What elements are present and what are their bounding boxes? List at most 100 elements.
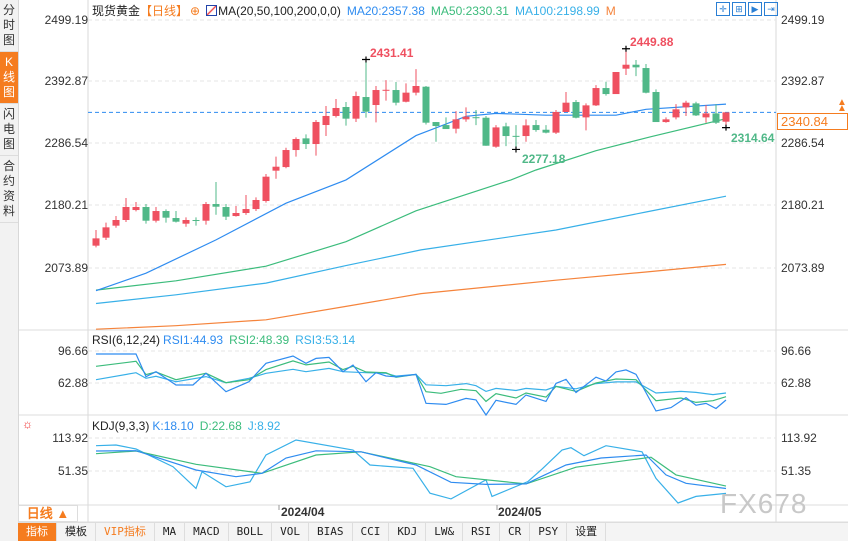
candle-down [642, 68, 650, 93]
chart-tools: ✛ ⊞ ▶ ⇥ [716, 2, 778, 16]
candle-up [662, 119, 670, 123]
kdj-axis-label: 113.92 [781, 431, 817, 445]
candle-down [532, 125, 540, 131]
kdj-j-value: J:8.92 [247, 419, 281, 433]
candle-down [222, 207, 230, 217]
toolbar-psy[interactable]: PSY [530, 523, 568, 541]
candle-up [252, 200, 260, 210]
price-label-left: 2499.19 [44, 13, 88, 27]
toolbar-vol[interactable]: VOL [272, 523, 309, 541]
rsi2-line [95, 360, 727, 404]
scroll-end-icon[interactable]: ⇥ [764, 2, 778, 16]
candle-up [592, 88, 600, 106]
toolbar-macd[interactable]: MACD [185, 523, 229, 541]
main-legend: 现货黄金【日线】 ⊕ MA(20,50,100,200,0,0) MA20:2357.… [92, 2, 622, 19]
candle-up [452, 119, 460, 129]
rsi-axis-label: 96.66 [781, 344, 812, 358]
toolbar-indicators[interactable]: 指标 [18, 523, 57, 541]
extreme-marker [512, 146, 520, 153]
ma100-value: MA100:2198.99 [514, 4, 600, 18]
price-label-right: 2392.87 [781, 74, 825, 88]
candle-down [442, 125, 450, 130]
sidebar: 分时图 K线图 闪电图 合约资料 [0, 0, 19, 541]
candle-up [102, 227, 110, 238]
toolbar-vip-indicators[interactable]: VIP指标 [96, 523, 155, 541]
ma50-line [95, 118, 727, 291]
candle-down [652, 92, 660, 123]
toolbar-lwr[interactable]: LW& [426, 523, 464, 541]
settings-icon[interactable]: ⊕ [190, 4, 201, 18]
candle-up [112, 220, 120, 226]
candle-up [282, 150, 290, 168]
high-annotation: 2431.41 [370, 45, 414, 60]
zoom-range-icon[interactable]: ⊞ [732, 2, 746, 16]
candle-up [412, 86, 420, 93]
period-button[interactable]: 日线 ▲ [18, 505, 78, 522]
toolbar-templates[interactable]: 模板 [57, 523, 96, 541]
candle-up [92, 238, 100, 246]
price-label-right: 2180.21 [781, 198, 825, 212]
candle-up [702, 113, 710, 118]
rsi2-value: RSI2:48.39 [229, 333, 290, 347]
candle-down [432, 122, 440, 127]
date-label: 2024/04 [281, 505, 325, 519]
candle-up [622, 64, 630, 69]
double-up-arrow-icon[interactable]: ▲ ▲ [837, 97, 847, 114]
tab-flash[interactable]: 闪电图 [0, 104, 18, 156]
rsi1-value: RSI1:44.93 [163, 333, 224, 347]
candle-down [302, 138, 310, 145]
candle-down [502, 126, 510, 137]
rsi-axis-label: 62.88 [781, 376, 812, 390]
ma-indicator-icon[interactable] [206, 5, 218, 16]
candle-up [202, 204, 210, 221]
candle-up [292, 139, 300, 151]
crosshair-icon[interactable]: ✛ [716, 2, 730, 16]
toolbar-cr[interactable]: CR [500, 523, 531, 541]
candle-up [182, 220, 190, 224]
price-label-right: 2073.89 [781, 261, 825, 275]
kdj-k-value: K:18.10 [152, 419, 194, 433]
candle-up [322, 115, 330, 126]
toolbar-settings[interactable]: 设置 [567, 523, 607, 541]
play-range-icon[interactable]: ▶ [748, 2, 762, 16]
candle-down [162, 211, 170, 218]
ma-more: M [605, 4, 616, 18]
rsi3-value: RSI3:53.14 [295, 333, 356, 347]
candle-up [522, 125, 530, 137]
candle-up [462, 116, 470, 120]
candle-down [212, 204, 220, 207]
indicator-settings-icon[interactable]: ☼ [22, 417, 33, 431]
toolbar-cci[interactable]: CCI [353, 523, 390, 541]
candle-up [132, 207, 140, 211]
candle-down [632, 64, 640, 68]
price-label-left: 2392.87 [44, 74, 88, 88]
tab-intraday[interactable]: 分时图 [0, 0, 18, 52]
rsi-legend: RSI(6,12,24) RSI1:44.93 RSI2:48.39 RSI3:53.… [92, 333, 361, 347]
candle-up [612, 72, 620, 95]
tab-kline[interactable]: K线图 [0, 52, 18, 104]
candle-up [582, 105, 590, 118]
candle-up [562, 102, 570, 113]
toolbar-bias[interactable]: BIAS [309, 523, 353, 541]
candle-up [402, 92, 410, 102]
toolbar-kdj[interactable]: KDJ [389, 523, 427, 541]
candle-up [152, 211, 160, 221]
candle-down [392, 90, 400, 103]
candle-down [192, 220, 200, 222]
price-label-left: 2180.21 [44, 198, 88, 212]
toolbar-rsi[interactable]: RSI [463, 523, 500, 541]
candle-up [312, 121, 320, 145]
tab-contract-info[interactable]: 合约资料 [0, 156, 18, 223]
low-annotation: 2277.18 [522, 152, 566, 167]
toolbar-boll[interactable]: BOLL [229, 523, 273, 541]
rsi-axis-label: 96.66 [57, 344, 88, 358]
kdj-axis-label: 51.35 [57, 464, 88, 478]
rsi-title: RSI(6,12,24) [92, 333, 161, 347]
candle-down [362, 97, 370, 112]
candle-down [712, 113, 720, 123]
toolbar-ma[interactable]: MA [155, 523, 186, 541]
candle-up [682, 102, 690, 108]
candle-down [482, 117, 490, 146]
candle-up [232, 213, 240, 217]
